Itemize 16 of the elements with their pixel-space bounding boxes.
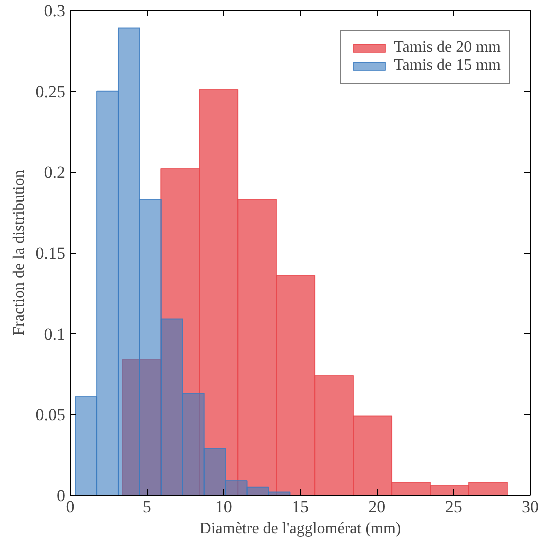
x-tick-label: 30 xyxy=(522,498,539,516)
x-axis-title: Diamètre de l'agglomérat (mm) xyxy=(200,520,402,538)
x-tick-label: 25 xyxy=(445,498,462,516)
x-tick-label: 15 xyxy=(292,498,309,516)
y-tick-label: 0.05 xyxy=(36,406,66,425)
y-tick-label: 0.3 xyxy=(44,2,66,20)
x-tick-label: 10 xyxy=(215,498,232,516)
y-tick-label: 0.2 xyxy=(44,163,66,182)
y-tick-label: 0.25 xyxy=(36,82,66,102)
y-axis-title: Fraction de la distribution xyxy=(10,170,28,336)
legend-label: Tamis de 20 mm xyxy=(394,39,501,57)
x-tick-label: 5 xyxy=(142,498,152,516)
legend-label: Tamis de 15 mm xyxy=(394,57,501,75)
x-tick-label: 20 xyxy=(368,498,386,516)
y-tick-label: 0.15 xyxy=(36,244,66,263)
y-tick-label: 0.1 xyxy=(44,324,66,344)
